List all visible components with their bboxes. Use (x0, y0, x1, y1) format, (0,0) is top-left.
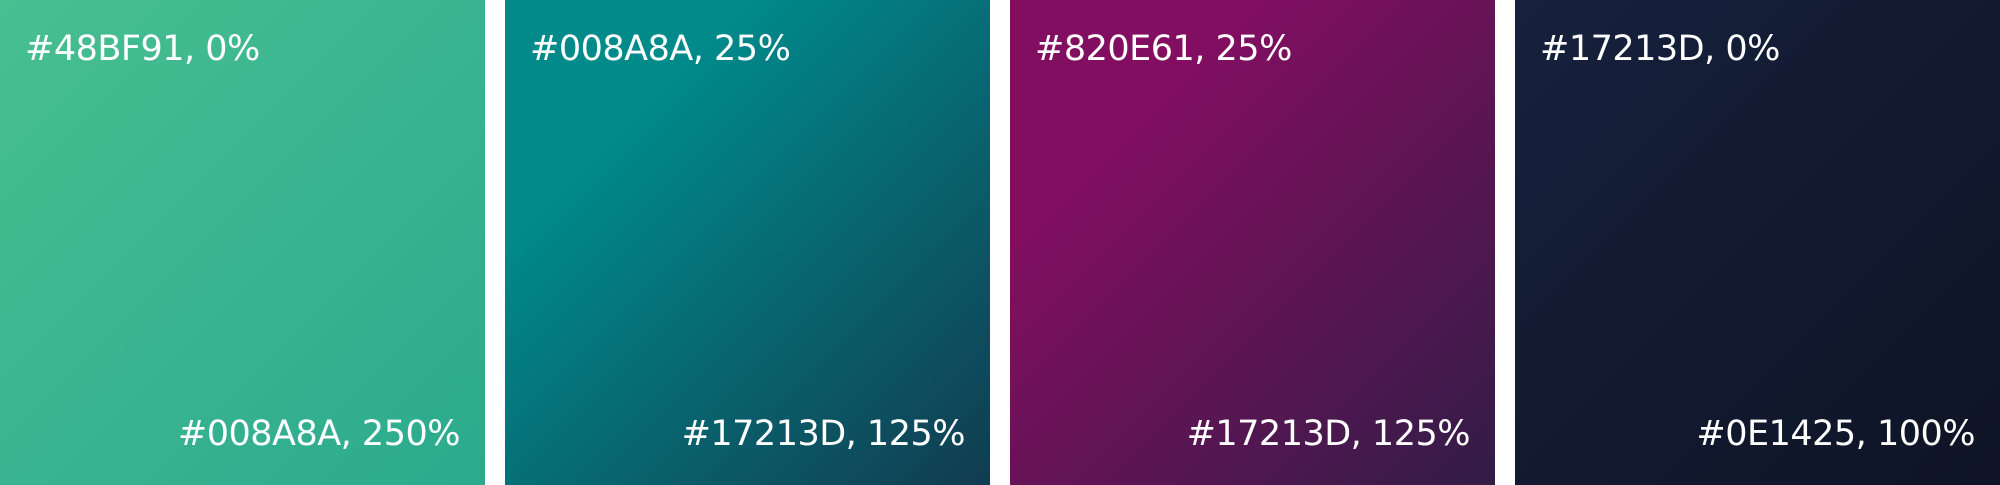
gradient-swatch-1: #48BF91, 0% #008A8A, 250% (0, 0, 485, 485)
gradient-start-label: #17213D, 0% (1540, 29, 1780, 69)
gradient-start-label: #820E61, 25% (1035, 29, 1292, 69)
gradient-start-label: #008A8A, 25% (530, 29, 791, 69)
gradient-swatch-3: #820E61, 25% #17213D, 125% (1010, 0, 1495, 485)
gradient-end-label: #0E1425, 100% (1696, 414, 1975, 454)
gradient-swatch-4: #17213D, 0% #0E1425, 100% (1515, 0, 2000, 485)
gradient-end-label: #17213D, 125% (681, 414, 966, 454)
gradient-end-label: #008A8A, 250% (177, 414, 461, 454)
gradient-start-label: #48BF91, 0% (25, 29, 260, 69)
gradient-end-label: #17213D, 125% (1186, 414, 1471, 454)
gradient-swatch-2: #008A8A, 25% #17213D, 125% (505, 0, 990, 485)
